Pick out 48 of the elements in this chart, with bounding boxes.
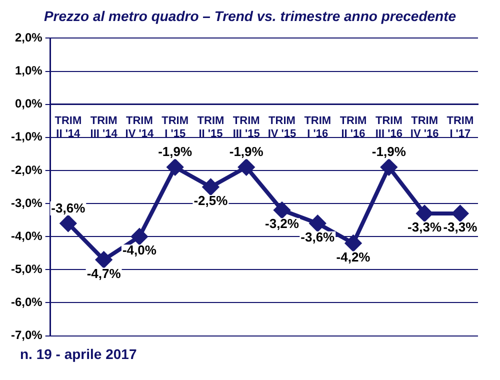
data-label: -3,6%	[51, 200, 86, 216]
y-tick-label: -2,0%	[10, 162, 43, 177]
point	[131, 228, 148, 245]
y-tick-label: 0,0%	[14, 96, 43, 111]
data-label: -3,3%	[408, 220, 442, 235]
y-tick-label: -1,0%	[10, 130, 43, 144]
x-tick-label: TRIM I '16	[304, 114, 332, 140]
data-label: -3,6%	[300, 229, 336, 244]
x-tick-label: TRIM IV '15	[268, 114, 296, 140]
x-tick-label: TRIM III '15	[232, 114, 260, 140]
data-label: -1,9%	[372, 144, 406, 160]
y-tick-label: -3,0%	[10, 196, 43, 210]
data-label: -3,3%	[443, 220, 478, 235]
x-tick-label: TRIM II '14	[54, 114, 82, 140]
point	[310, 215, 326, 232]
x-tick-label: TRIM I '17	[446, 114, 474, 140]
point	[96, 252, 112, 268]
y-tick-label: 2,0%	[14, 30, 43, 45]
point	[416, 205, 433, 222]
y-tick-label: -5,0%	[10, 262, 43, 276]
y-tick-label: -4,0%	[10, 228, 43, 243]
data-label: -1,9%	[229, 144, 264, 160]
point	[452, 205, 468, 222]
point	[202, 179, 219, 195]
y-tick-label: -7,0%	[10, 328, 43, 342]
point	[167, 159, 184, 176]
point	[60, 215, 76, 232]
y-tick-label: -6,0%	[10, 295, 43, 310]
data-label: -2,5%	[194, 193, 228, 208]
point	[238, 159, 254, 176]
point	[274, 202, 290, 218]
x-tick-label: TRIM IV '16	[410, 114, 439, 140]
point	[345, 235, 362, 252]
x-tick-label: TRIM I '15	[162, 114, 189, 140]
point	[380, 159, 397, 176]
text: n. 19 - aprile 2017	[20, 346, 138, 362]
x-tick-label: TRIM III '16	[375, 114, 402, 140]
data-label: -1,9%	[158, 144, 192, 160]
x-tick-label: TRIM II '15	[197, 114, 224, 140]
x-tick-label: TRIM IV '14	[125, 114, 154, 140]
x-tick-label: TRIM III '14	[90, 114, 118, 140]
data-label: -4,2%	[336, 249, 371, 264]
y-tick-label: 1,0%	[14, 64, 43, 78]
data-label: -3,2%	[265, 216, 300, 232]
data-label: -4,7%	[86, 266, 122, 281]
x-tick-label: TRIM II '16	[340, 114, 367, 140]
data-label: -4,0%	[122, 242, 157, 258]
chart-title: Prezzo al metro quadro – Trend vs. trimestre anno precedente	[42, 8, 458, 24]
